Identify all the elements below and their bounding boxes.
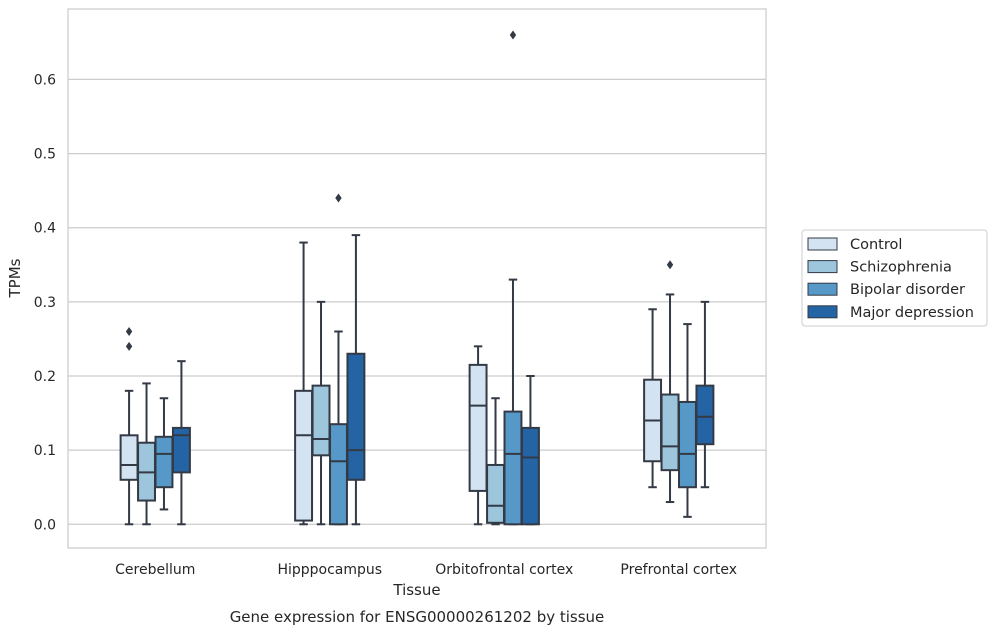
legend-label: Schizophrenia <box>850 260 952 276</box>
box-iqr <box>660 393 680 472</box>
y-tick-label: 0.0 <box>34 517 56 533</box>
x-tick-label: Prefrontal cortex <box>620 562 737 578</box>
y-tick-label: 0.2 <box>34 369 56 385</box>
y-tick-label: 0.6 <box>34 72 56 88</box>
outlier-point <box>509 30 517 40</box>
y-tick-label: 0.3 <box>34 295 56 311</box>
box-plot-series <box>119 30 715 526</box>
box-bipolar-disorder <box>503 30 523 526</box>
outlier-point <box>335 193 342 203</box>
legend-label: Major depression <box>850 305 974 321</box>
box-iqr <box>468 363 488 492</box>
box-control <box>468 345 488 526</box>
box-iqr <box>695 384 715 446</box>
box-iqr <box>503 410 523 526</box>
box-iqr <box>329 423 348 526</box>
box-iqr <box>119 434 139 481</box>
legend: Control Schizophrenia Bipolar disorder Majo… <box>801 229 988 327</box>
outlier-point <box>666 260 674 270</box>
box-iqr <box>154 435 174 489</box>
legend-swatch <box>807 237 838 251</box>
box-control <box>119 327 139 526</box>
box-iqr <box>311 384 331 457</box>
box-control <box>294 241 314 526</box>
box-bipolar-disorder <box>329 193 348 526</box>
outlier-point <box>125 327 133 337</box>
legend-label: Control <box>850 237 902 253</box>
x-tick-labels: Cerebellum Hipppocampus Orbitofrontal cort… <box>115 562 737 578</box>
box-control <box>643 308 663 489</box>
box-iqr <box>486 463 505 524</box>
box-bipolar-disorder <box>154 397 174 511</box>
y-tick-label: 0.5 <box>34 147 56 163</box>
x-tick-label: Cerebellum <box>115 562 195 578</box>
box-schizophrenia <box>486 397 505 526</box>
box-major-depression <box>520 374 540 526</box>
box-iqr <box>294 389 314 522</box>
y-axis-label: TPMs <box>6 258 24 298</box>
legend-swatch <box>807 305 838 319</box>
box-schizophrenia <box>660 260 680 504</box>
x-tick-label: Hipppocampus <box>277 562 382 578</box>
x-axis-label: Tissue <box>392 581 440 599</box>
box-bipolar-disorder <box>678 323 697 518</box>
plot-frame <box>67 8 767 549</box>
x-tick-label: Orbitofrontal cortex <box>435 562 573 578</box>
box-iqr <box>678 400 697 489</box>
box-schizophrenia <box>137 382 156 526</box>
y-tick-labels: 0.0 0.1 0.2 0.3 0.4 0.5 0.6 <box>34 72 56 533</box>
box-major-depression <box>346 234 366 526</box>
box-major-depression <box>171 360 191 526</box>
y-tick-label: 0.1 <box>34 443 56 459</box>
legend-frame <box>801 229 988 327</box>
legend-swatch <box>807 282 838 296</box>
outlier-point <box>125 341 133 351</box>
box-iqr <box>171 426 191 474</box>
box-iqr <box>520 426 540 526</box>
legend-swatch <box>807 260 838 274</box>
legend-label: Bipolar disorder <box>850 282 965 298</box>
box-schizophrenia <box>311 300 331 526</box>
box-iqr <box>346 352 366 481</box>
chart-caption: Gene expression for ENSG00000261202 by t… <box>230 608 605 626</box>
y-tick-label: 0.4 <box>34 221 56 237</box>
box-major-depression <box>695 300 715 489</box>
